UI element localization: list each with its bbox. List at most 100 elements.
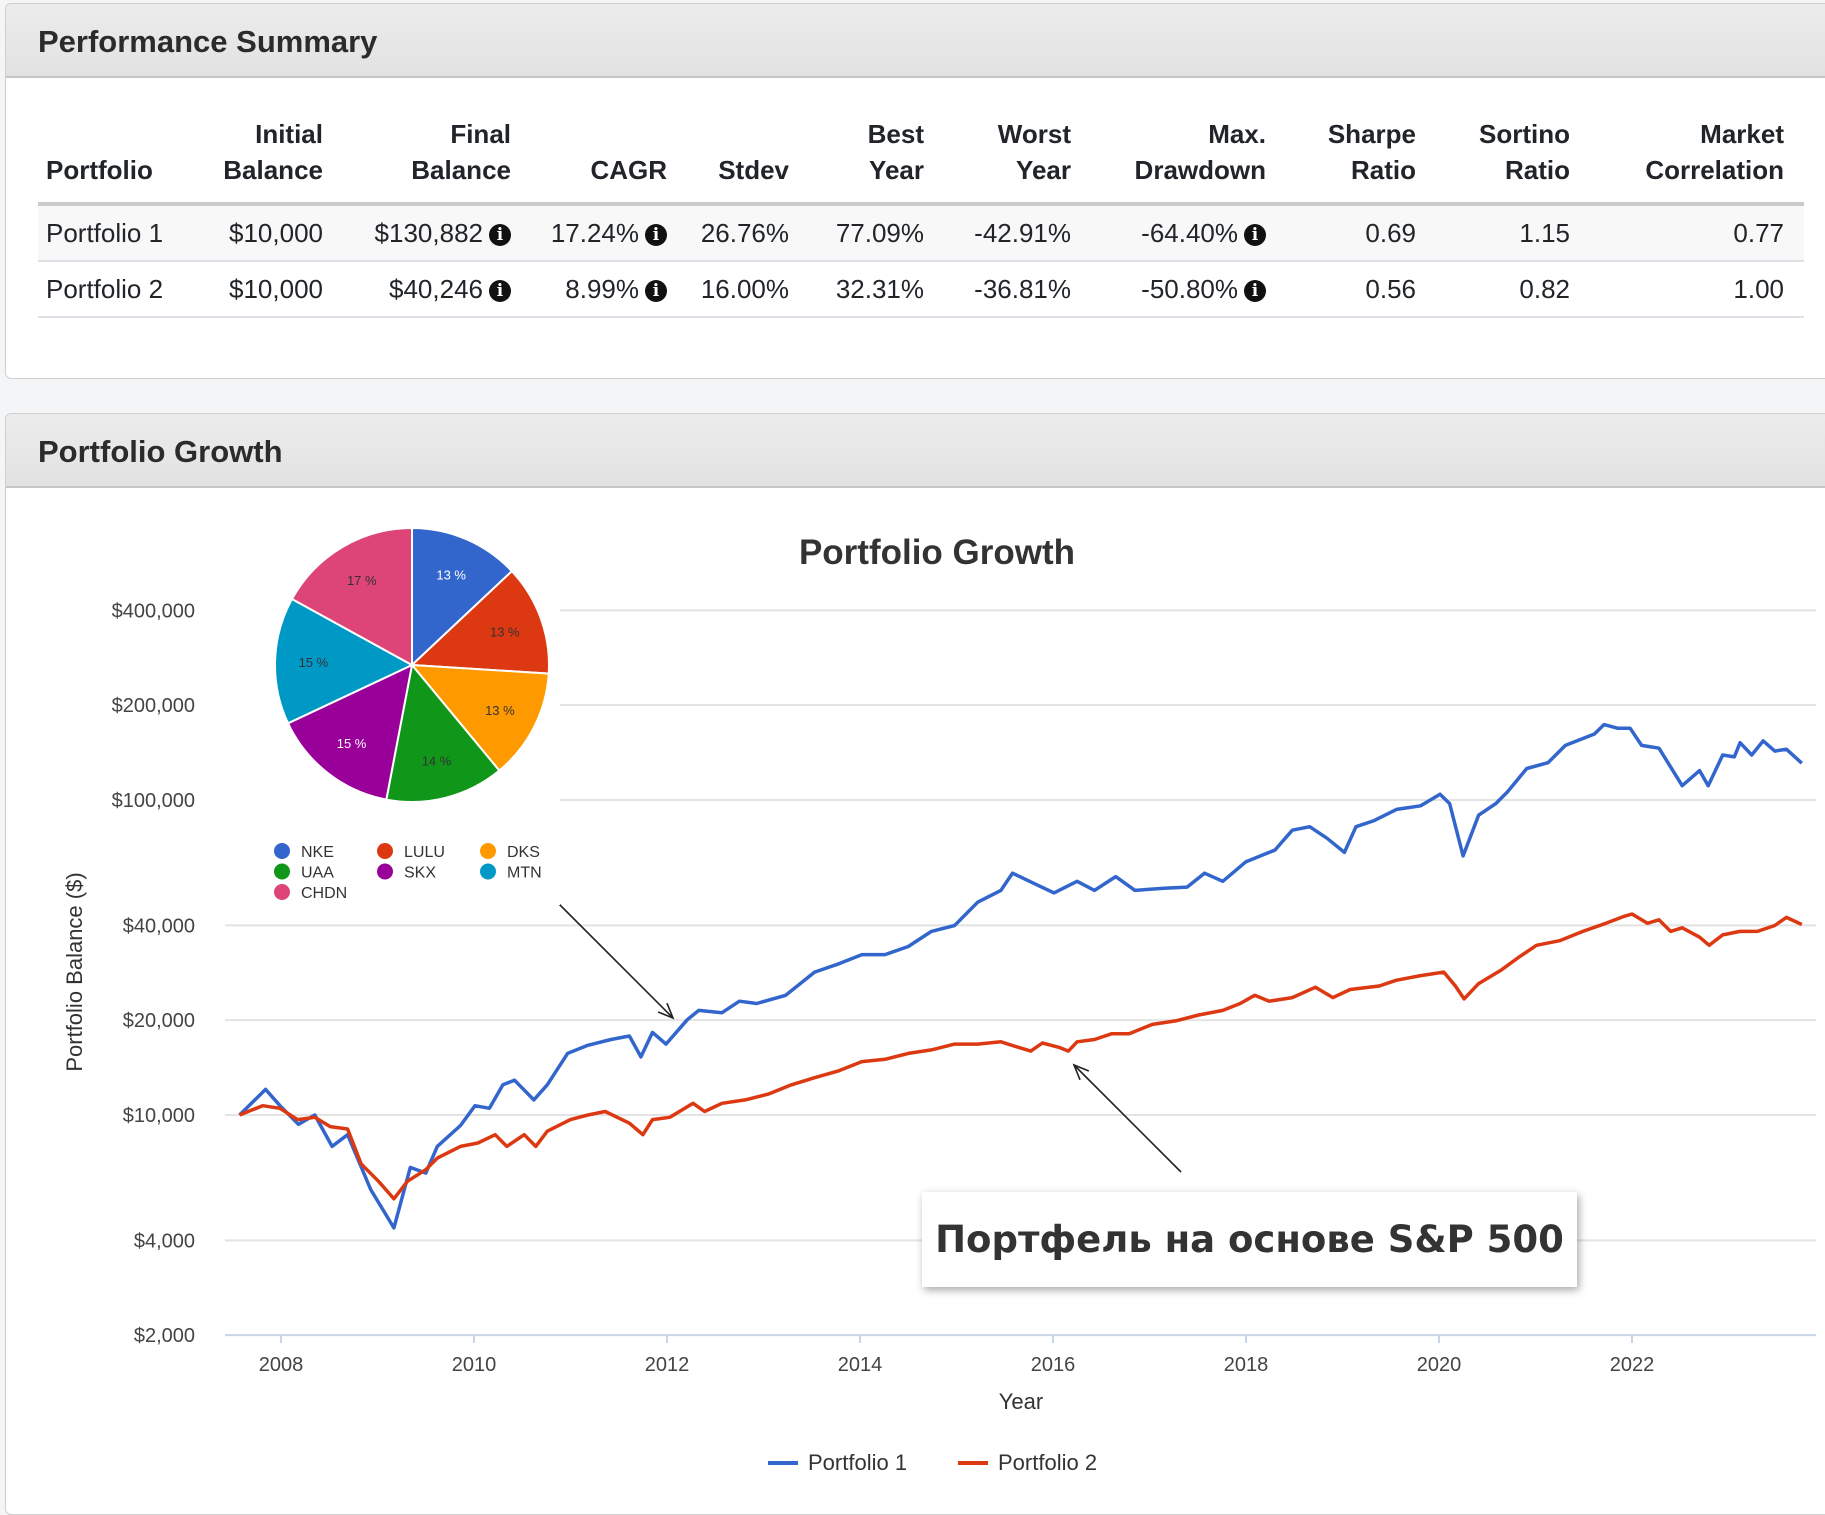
- cell-value: 17.24%: [550, 217, 639, 248]
- x-tick-label: 2016: [1031, 1354, 1076, 1376]
- cell-value: 1.00: [1733, 273, 1784, 304]
- info-icon[interactable]: i: [489, 279, 511, 302]
- cell-final: $40,246 i: [331, 261, 519, 318]
- info-icon[interactable]: i: [645, 279, 667, 302]
- info-icon[interactable]: i: [1244, 223, 1266, 246]
- cell-value: 26.76%: [700, 217, 789, 248]
- info-icon[interactable]: i: [645, 223, 667, 246]
- annotation-arrow: [554, 899, 674, 1019]
- cell-value: 8.99%: [565, 273, 639, 304]
- column-header: CAGR: [519, 116, 675, 206]
- series-line-2: [238, 912, 1803, 1201]
- annotation-arrow-head: [657, 1002, 675, 1020]
- cell-value: $40,246: [389, 273, 483, 304]
- pie-legend-dot: [377, 843, 393, 859]
- x-tick-label: 2022: [1610, 1354, 1655, 1376]
- column-header: Sharpe Ratio: [1274, 116, 1424, 206]
- cell-cagr: 8.99% i: [519, 261, 675, 318]
- column-header: Max. Drawdown: [1079, 116, 1274, 206]
- x-axis-title: Year: [999, 1389, 1043, 1414]
- cell-sharpe: 0.69: [1274, 204, 1424, 262]
- x-tick-label: 2008: [259, 1354, 304, 1376]
- column-header: Sortino Ratio: [1424, 116, 1578, 206]
- annotation-arrow-head: [1072, 1063, 1090, 1081]
- legend-label: Portfolio 1: [808, 1450, 907, 1475]
- cell-value: Portfolio 2: [46, 273, 164, 304]
- y-tick-label: $4,000: [134, 1230, 195, 1252]
- cell-value: 32.31%: [835, 273, 924, 304]
- cell-portfolio: Portfolio 2: [38, 261, 198, 318]
- cell-value: 0.69: [1365, 217, 1416, 248]
- series-line-1: [238, 722, 1803, 1230]
- info-icon[interactable]: i: [1244, 279, 1266, 302]
- cell-value: -50.80%: [1141, 273, 1238, 304]
- pie-slice-chdn: [290, 526, 413, 667]
- column-header: Market Correlation: [1578, 116, 1804, 206]
- cell-value: 77.09%: [835, 217, 924, 248]
- column-header: Portfolio: [38, 116, 198, 206]
- annotation-arrow: [1073, 1064, 1182, 1173]
- pie-legend-label: DKS: [507, 844, 540, 861]
- column-header: Worst Year: [932, 116, 1079, 206]
- y-tick-label: $2,000: [134, 1325, 195, 1347]
- pie-slice-uaa: [385, 662, 501, 803]
- annotation-callout: Портфель на основе S&P 500: [922, 1192, 1577, 1287]
- cell-initial: $10,000: [198, 261, 331, 318]
- cell-sortino: 1.15: [1424, 204, 1578, 262]
- pie-legend-label: SKX: [404, 865, 436, 882]
- cell-value: 0.56: [1365, 273, 1416, 304]
- table-row: Portfolio 1 $10,000 $130,882 i 17.24% i 26.76%…: [38, 204, 1804, 262]
- cell-portfolio: Portfolio 1: [38, 204, 198, 262]
- pie-slice-label: 15 %: [337, 736, 367, 751]
- cell-corr: 1.00: [1578, 261, 1804, 318]
- column-header: Initial Balance: [198, 116, 331, 206]
- cell-sharpe: 0.56: [1274, 261, 1424, 318]
- pie-legend-dot: [377, 863, 393, 880]
- cell-initial: $10,000: [198, 204, 331, 262]
- pie-legend-dot: [274, 884, 290, 900]
- cell-final: $130,882 i: [331, 204, 519, 262]
- pie-legend-dot: [480, 863, 496, 880]
- cell-worst: -36.81%: [932, 261, 1079, 318]
- cell-value: -42.91%: [974, 217, 1071, 248]
- pie-slice-label: 15 %: [299, 655, 329, 670]
- performance-table: Portfolio Initial Balance Final Balance CAGR…: [38, 116, 1804, 318]
- pie-slice-mtn: [274, 597, 415, 725]
- cell-maxdd: -50.80% i: [1079, 261, 1274, 318]
- column-header: Final Balance: [331, 116, 519, 206]
- column-header: Best Year: [797, 116, 932, 206]
- cell-value: 1.15: [1519, 217, 1570, 248]
- cell-value: 0.77: [1733, 217, 1784, 248]
- cell-cagr: 17.24% i: [519, 204, 675, 262]
- cell-maxdd: -64.40% i: [1079, 204, 1274, 262]
- pie-slice-label: 14 %: [422, 754, 452, 769]
- cell-stdev: 26.76%: [675, 204, 797, 262]
- pie-legend-label: NKE: [301, 844, 334, 861]
- cell-best: 32.31%: [797, 261, 932, 318]
- performance-summary-panel: Performance Summary Portfolio Initial Bala…: [5, 3, 1825, 379]
- cell-corr: 0.77: [1578, 204, 1804, 262]
- x-tick-label: 2014: [838, 1354, 883, 1376]
- pie-legend-label: CHDN: [301, 885, 347, 902]
- info-icon[interactable]: i: [489, 223, 511, 246]
- chart-title: Portfolio Growth: [799, 533, 1075, 572]
- pie-slice-dks: [409, 663, 550, 772]
- cell-stdev: 16.00%: [675, 261, 797, 318]
- y-tick-label: $20,000: [123, 1010, 195, 1032]
- pie-legend-dot: [274, 843, 290, 859]
- x-tick-label: 2010: [452, 1354, 497, 1376]
- column-header: Stdev: [675, 116, 797, 206]
- x-tick-label: 2012: [645, 1354, 690, 1376]
- cell-value: $130,882: [374, 217, 483, 248]
- panel-header: Portfolio Growth: [6, 414, 1825, 488]
- pie-slice-label: 13 %: [490, 625, 520, 640]
- y-tick-label: $100,000: [112, 790, 195, 812]
- pie-legend-dot: [480, 843, 496, 859]
- pie-legend-dot: [274, 863, 290, 880]
- legend-label: Portfolio 2: [998, 1450, 1097, 1475]
- pie-legend-label: MTN: [507, 865, 542, 882]
- pie-slice-label: 13 %: [485, 703, 515, 718]
- cell-value: Portfolio 1: [46, 217, 164, 248]
- pie-legend-label: LULU: [404, 844, 445, 861]
